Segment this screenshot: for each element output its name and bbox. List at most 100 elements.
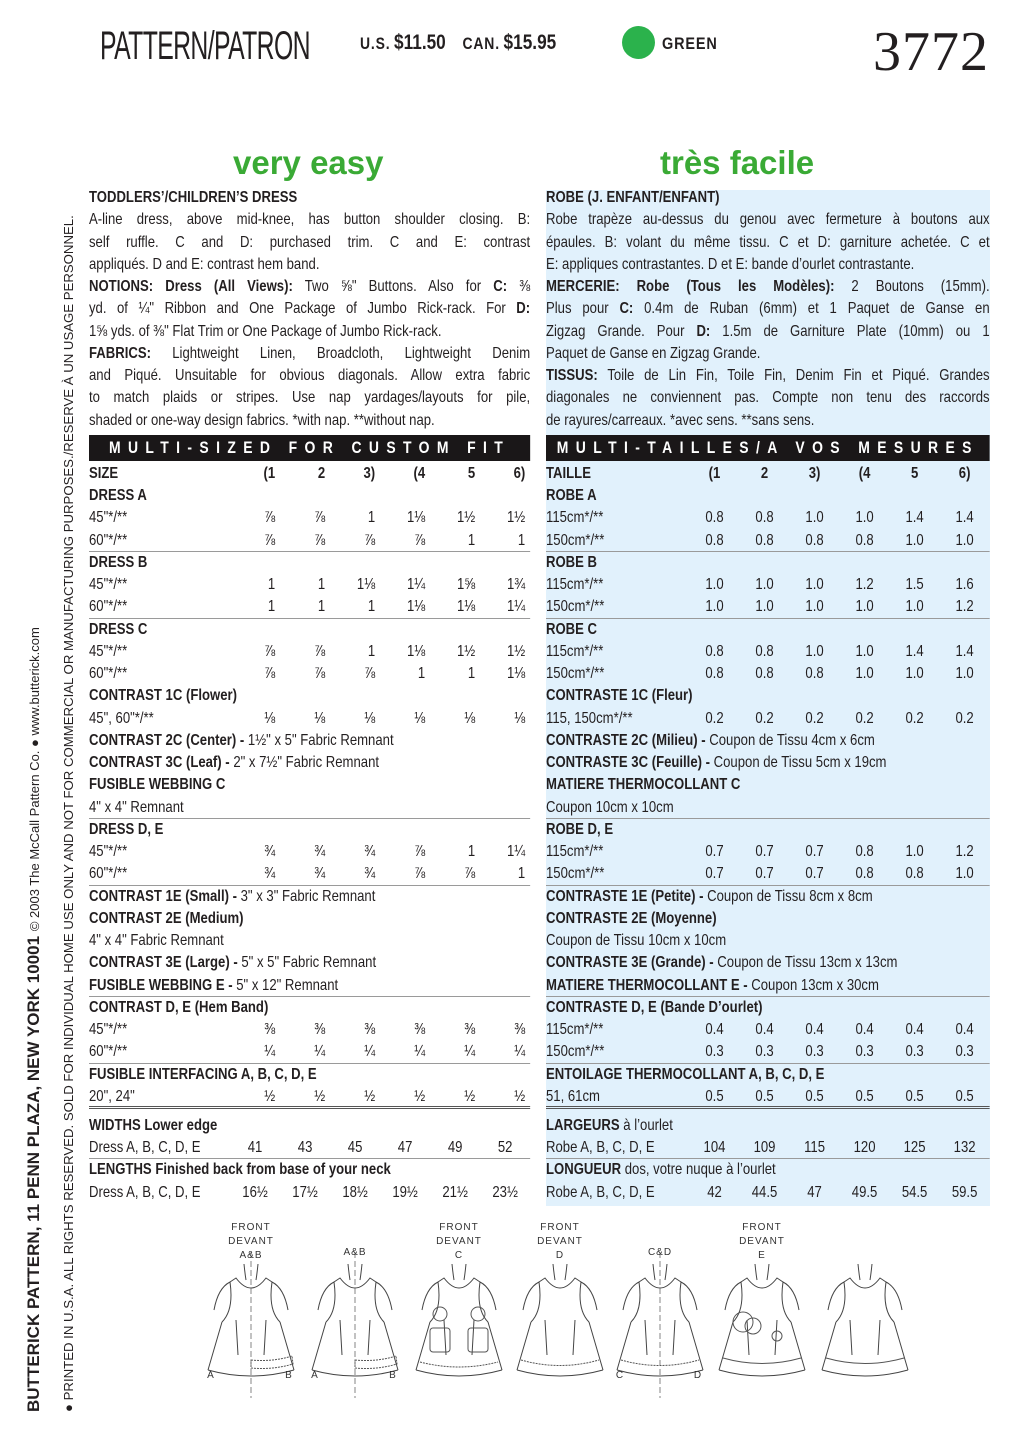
row-value: 1.0 bbox=[805, 642, 824, 660]
table-row: CONTRAST 2E (Medium) bbox=[89, 908, 530, 930]
row-value: 0.8 bbox=[705, 642, 724, 660]
intro-text: E: appliques contrastantes. D et E: band… bbox=[546, 255, 915, 273]
dress-drawing bbox=[311, 1252, 399, 1398]
row-text: Coupon 10cm x 10cm bbox=[546, 798, 674, 816]
row-value: 1.0 bbox=[805, 576, 824, 593]
table-row: MATIERE THERMOCOLLANT C bbox=[546, 774, 990, 796]
intro-line: E: appliques contrastantes. D et E: band… bbox=[546, 254, 990, 276]
intro-line: and Piqué. Unsuitable for obvious diagon… bbox=[89, 365, 530, 387]
row-value: ½ bbox=[264, 1087, 276, 1105]
table-row: FUSIBLE WEBBING E - 5" x 12" Remnant bbox=[89, 975, 531, 997]
table-row: CONTRAST 1E (Small) - 3" x 3" Fabric Rem… bbox=[89, 886, 530, 908]
table-row: DRESS C bbox=[89, 619, 530, 641]
row-bold: WIDTHS bbox=[89, 1116, 141, 1134]
yardage-bar-title: MULTI-TAILLES/A VOS MESURES bbox=[546, 434, 990, 461]
row-plain: Coupon de Tissu 8cm x 8cm bbox=[703, 887, 873, 905]
row-value: 104 bbox=[703, 1139, 726, 1156]
drawing-label: FRONT bbox=[439, 1222, 478, 1233]
section-label: CONTRAST 1C (Flower) bbox=[89, 687, 237, 705]
intro-text: ⅜ bbox=[507, 278, 531, 295]
row-value: 1.0 bbox=[805, 509, 824, 527]
table-row: 45"*/** ¾ ¾ ¾ ⅞ 1 1¼ bbox=[89, 841, 530, 863]
intro-line: épaules. B: volant du même tissu. C et D… bbox=[546, 232, 990, 254]
row-text: CONTRASTE 3C (Feuille) - Coupon de Tissu… bbox=[546, 752, 990, 774]
intro-text: NOTIONS: Dress (All Views): bbox=[89, 278, 293, 295]
row-label: 45"*/** bbox=[89, 509, 128, 527]
table-row: 45"*/** ⅜ ⅜ ⅜ ⅜ ⅜ ⅜ bbox=[89, 1019, 530, 1041]
section-label: DRESS D, E bbox=[89, 820, 164, 838]
table-row: Coupon de Tissu 10cm x 10cm bbox=[546, 930, 990, 952]
intro-line: diagonales ne conviennent pas. Compte no… bbox=[546, 387, 990, 409]
row-value: 45 bbox=[347, 1139, 363, 1156]
row-value: 1⅝ bbox=[456, 576, 476, 593]
view-letter: A bbox=[311, 1370, 319, 1381]
section-label: CONTRAST D, E (Hem Band) bbox=[89, 998, 269, 1016]
row-value: ⅛ bbox=[264, 709, 276, 727]
row-value: 1 bbox=[517, 531, 526, 549]
row-plain: 1½" x 5" Fabric Remnant bbox=[244, 731, 394, 749]
row-value: (4 bbox=[858, 464, 871, 482]
intro-text: MERCERIE: Robe (Tous les Modèles): bbox=[546, 278, 835, 295]
row-value: ¾ bbox=[314, 865, 326, 883]
drawing-label: FRONT bbox=[231, 1222, 270, 1233]
row-bold: CONTRAST 1E (Small) - bbox=[89, 887, 237, 905]
row-label: 45", 60"*/** bbox=[89, 709, 154, 727]
row-label: 60"*/** bbox=[89, 665, 128, 682]
row-value: 52 bbox=[497, 1139, 513, 1156]
drawing-label: D bbox=[556, 1250, 564, 1261]
table-row: LARGEURS à l’ourlet bbox=[546, 1115, 990, 1137]
row-value: 1⅛ bbox=[506, 665, 526, 682]
row-value: 1 bbox=[467, 665, 476, 682]
section-label: FUSIBLE INTERFACING A, B, C, D, E bbox=[89, 1065, 317, 1083]
table-row: CONTRASTE 2E (Moyenne) bbox=[546, 908, 990, 930]
table-row: CONTRAST 2C (Center) - 1½" x 5" Fabric R… bbox=[89, 730, 530, 752]
intro-text: Paquet de Ganse en Zigzag Grande. bbox=[546, 344, 761, 362]
row-value: 1.4 bbox=[955, 642, 974, 660]
drawing-label: A&B bbox=[343, 1247, 366, 1258]
table-row: 115, 150cm*/** 0.2 0.2 0.2 0.2 0.2 0.2 bbox=[546, 708, 990, 730]
row-value: ⅞ bbox=[264, 665, 276, 682]
row-value: 0.7 bbox=[705, 843, 724, 860]
row-value: ⅛ bbox=[364, 709, 376, 727]
row-value: 1.0 bbox=[955, 865, 974, 883]
row-label: 150cm*/** bbox=[546, 1043, 605, 1061]
french-column-background bbox=[546, 190, 990, 1206]
row-value: 132 bbox=[953, 1139, 976, 1156]
intro-text: D: bbox=[696, 322, 711, 340]
row-value: ½ bbox=[364, 1087, 376, 1105]
row-text: CONTRAST 3E (Large) - 5" x 5" Fabric Rem… bbox=[89, 952, 530, 974]
intro-line: ROBE (J. ENFANT/ENFANT) bbox=[546, 187, 990, 209]
row-label: 150cm*/** bbox=[546, 665, 605, 682]
table-row: CONTRASTE 3E (Grande) - Coupon de Tissu … bbox=[546, 952, 990, 974]
row-value: (4 bbox=[413, 464, 426, 482]
row-text: LONGUEUR dos, votre nuque à l’ourlet bbox=[546, 1159, 990, 1181]
intro-text: 2 Boutons (15mm). bbox=[834, 278, 990, 295]
row-value: 1¾ bbox=[506, 576, 526, 593]
table-row: 45"*/** ⅞ ⅞ 1 1⅛ 1½ 1½ bbox=[89, 507, 530, 529]
row-label: Dress A, B, C, D, E bbox=[89, 1183, 201, 1201]
table-row: 115cm*/** 0.8 0.8 1.0 1.0 1.4 1.4 bbox=[546, 507, 990, 529]
row-value: 49.5 bbox=[851, 1183, 878, 1201]
intro-line: MERCERIE: Robe (Tous les Modèles): 2 Bou… bbox=[546, 276, 990, 298]
intro-text: Two ⅝" Buttons. Also for bbox=[292, 278, 494, 295]
row-label: 115, 150cm*/** bbox=[546, 709, 633, 727]
row-value: 0.4 bbox=[755, 1021, 774, 1038]
table-row: CONTRASTE 1C (Fleur) bbox=[546, 685, 990, 707]
table-row: 115cm*/** 0.7 0.7 0.7 0.8 1.0 1.2 bbox=[546, 841, 990, 863]
row-value: 1.0 bbox=[705, 576, 724, 593]
drawing-label: DEVANT bbox=[228, 1236, 274, 1247]
french-column: ROBE (J. ENFANT/ENFANT) Robe trapèze au-d… bbox=[546, 187, 990, 1204]
row-value: 1.0 bbox=[855, 642, 874, 660]
row-bold: CONTRAST 3E (Large) - bbox=[89, 954, 238, 972]
row-label: 115cm*/** bbox=[546, 576, 604, 593]
yardage-bar-title: MULTI-SIZED FOR CUSTOM FIT bbox=[89, 434, 531, 461]
row-value: 0.5 bbox=[805, 1087, 824, 1105]
row-label: 45"*/** bbox=[89, 642, 128, 660]
section-label: DRESS A bbox=[89, 487, 147, 504]
table-row: 20", 24" ½ ½ ½ ½ ½ ½ bbox=[89, 1086, 531, 1109]
row-text: CONTRAST 3C (Leaf) - 2" x 7½" Fabric Rem… bbox=[89, 752, 530, 774]
view-letter: B bbox=[389, 1370, 397, 1381]
row-value: ¾ bbox=[364, 843, 376, 860]
row-value: 0.8 bbox=[905, 865, 924, 883]
